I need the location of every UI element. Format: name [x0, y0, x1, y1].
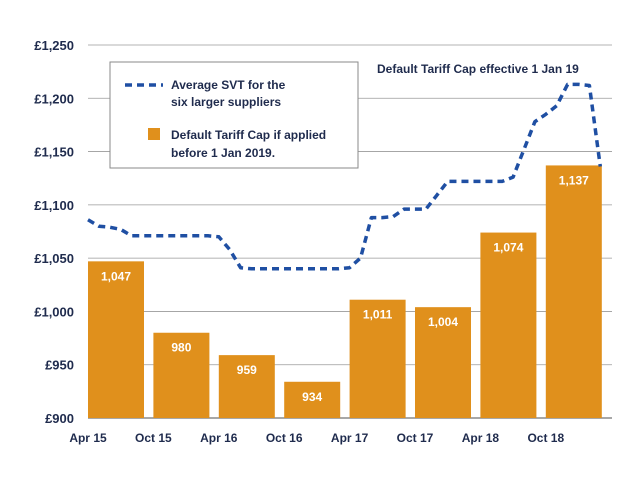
- bar-value-label: 1,074: [493, 241, 523, 255]
- y-tick-label: £1,000: [34, 304, 74, 319]
- bar-value-label: 1,011: [363, 308, 393, 322]
- x-tick-label: Oct 17: [397, 431, 434, 445]
- y-axis-ticks: £900 £950 £1,000 £1,050 £1,100 £1,150 £1,200 £1…: [34, 38, 74, 426]
- y-tick-label: £1,250: [34, 38, 74, 53]
- x-tick-label: Apr 17: [331, 431, 369, 445]
- bar-value-label: 1,047: [101, 269, 131, 283]
- bar-value-label: 934: [302, 390, 322, 404]
- legend-bar-label-2: before 1 Jan 2019.: [171, 146, 275, 160]
- x-tick-label: Apr 15: [69, 431, 107, 445]
- y-tick-label: £1,200: [34, 91, 74, 106]
- x-tick-label: Apr 16: [200, 431, 238, 445]
- svt-dashed-line: [87, 82, 603, 271]
- cap-effective-annotation: Default Tariff Cap effective 1 Jan 19: [377, 62, 579, 76]
- legend-bar-label-1: Default Tariff Cap if applied: [171, 128, 326, 142]
- bar-value-label: 959: [237, 363, 257, 377]
- y-tick-label: £1,100: [34, 198, 74, 213]
- x-axis-ticks: Apr 15 Oct 15 Apr 16 Oct 16 Apr 17 Oct 17 Apr …: [69, 431, 564, 445]
- bar-value-label: 980: [171, 341, 191, 355]
- bar: [480, 232, 537, 418]
- bar: [88, 261, 144, 418]
- x-tick-label: Apr 18: [462, 431, 500, 445]
- x-tick-label: Oct 18: [527, 431, 564, 445]
- bar: [415, 307, 471, 418]
- bar: [545, 165, 602, 418]
- legend-bar-swatch: [148, 128, 160, 140]
- bar-series: [88, 165, 602, 418]
- y-tick-label: £1,150: [34, 145, 74, 160]
- legend-box: [109, 61, 359, 169]
- x-tick-label: Oct 15: [135, 431, 172, 445]
- legend: Average SVT for the six larger suppliers…: [109, 61, 359, 169]
- y-tick-label: £950: [45, 358, 74, 373]
- bar: [218, 355, 275, 418]
- bar-value-labels: 1,047 980 959 934 1,011 1,004 1,074 1,137: [101, 173, 589, 403]
- y-tick-label: £1,050: [34, 251, 74, 266]
- x-tick-label: Oct 16: [266, 431, 303, 445]
- bar-value-label: 1,137: [559, 173, 589, 187]
- bar: [284, 381, 341, 418]
- legend-line-label-2: six larger suppliers: [171, 95, 281, 109]
- bar: [153, 332, 210, 418]
- bar-value-label: 1,004: [428, 315, 458, 329]
- legend-line-label-1: Average SVT for the: [171, 78, 286, 92]
- bar: [349, 299, 406, 418]
- y-tick-label: £900: [45, 411, 74, 426]
